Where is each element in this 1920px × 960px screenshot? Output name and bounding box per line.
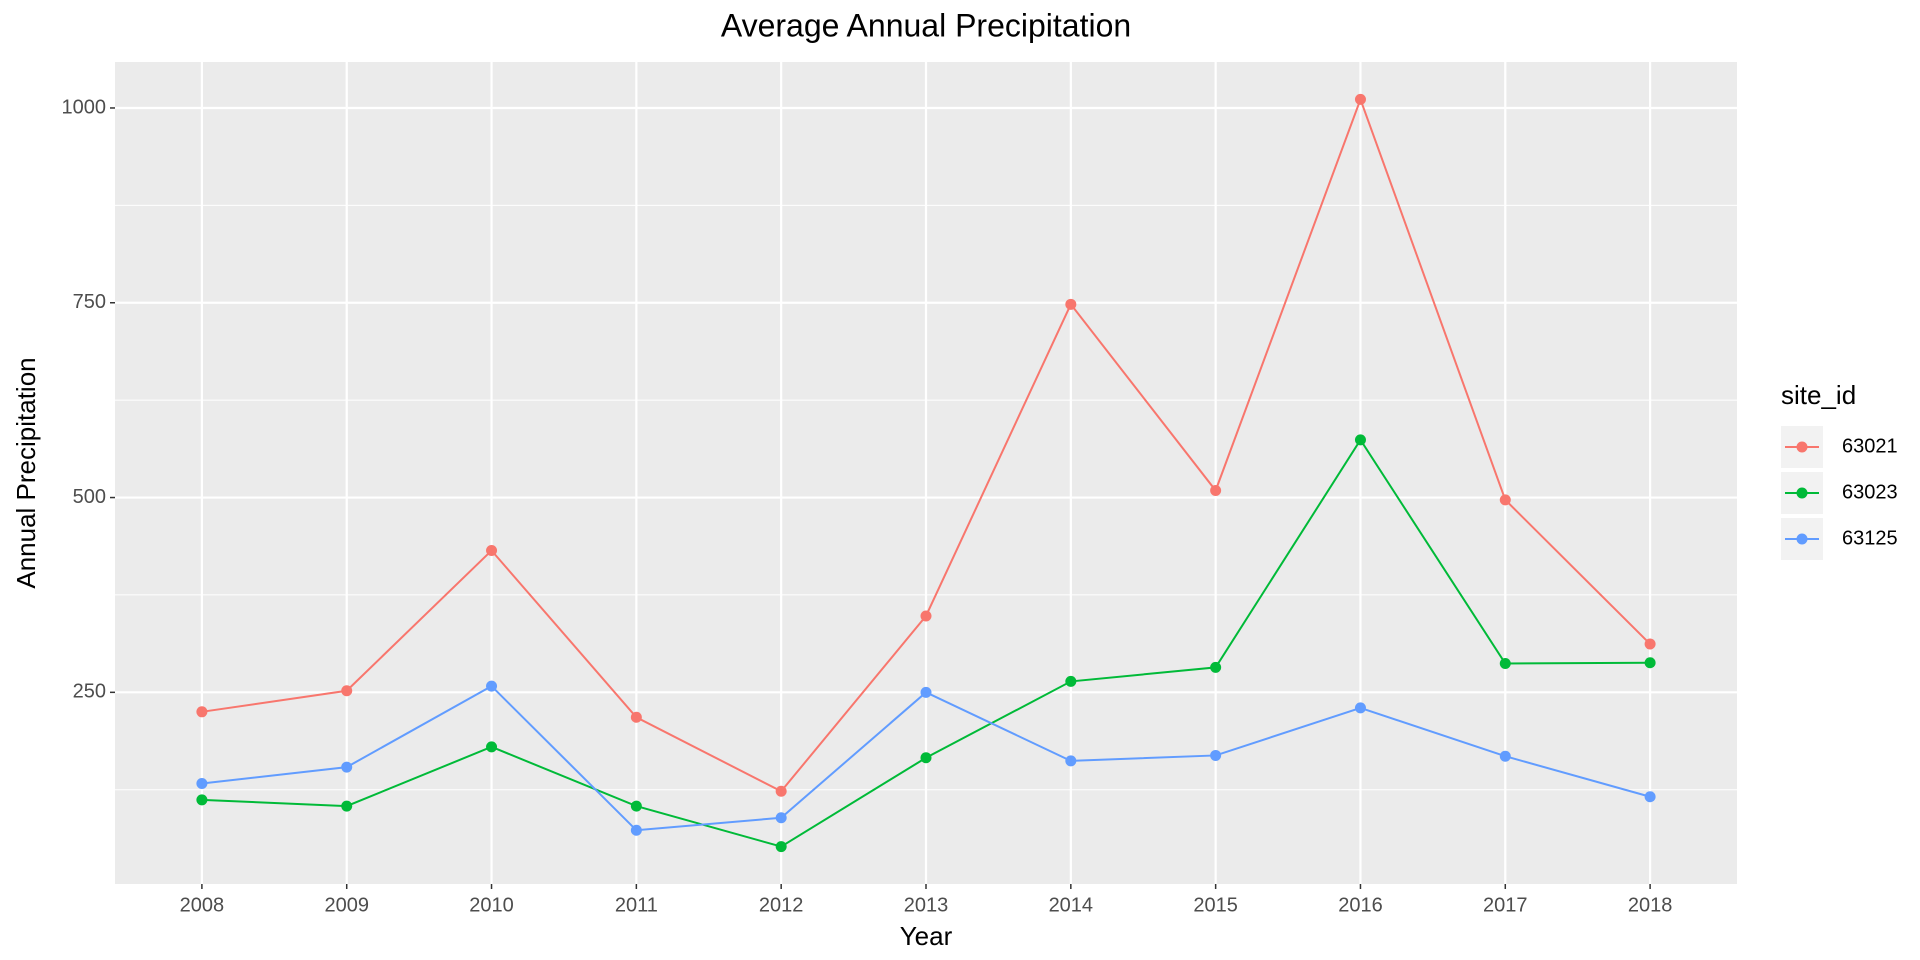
data-point bbox=[1210, 661, 1222, 673]
data-point bbox=[196, 777, 208, 789]
data-point bbox=[196, 794, 208, 806]
data-point bbox=[1354, 434, 1366, 446]
data-point bbox=[1065, 675, 1077, 687]
data-point bbox=[486, 545, 498, 557]
data-point bbox=[630, 711, 642, 723]
data-point bbox=[1065, 755, 1077, 767]
x-tick-label: 2018 bbox=[1628, 894, 1673, 916]
data-point bbox=[630, 824, 642, 836]
data-point bbox=[1499, 494, 1511, 506]
y-tick-label: 250 bbox=[73, 681, 106, 703]
legend-title: site_id bbox=[1781, 380, 1856, 410]
data-point bbox=[1499, 658, 1511, 670]
data-point bbox=[341, 761, 353, 773]
x-tick-label: 2016 bbox=[1338, 894, 1383, 916]
legend: 63021 63023 63125 bbox=[1781, 426, 1898, 560]
legend-label: 63023 bbox=[1842, 481, 1898, 503]
data-point bbox=[775, 812, 787, 824]
legend-label: 63125 bbox=[1842, 527, 1898, 549]
x-tick-label: 2009 bbox=[324, 894, 369, 916]
data-point bbox=[775, 785, 787, 797]
x-tick-label: 2014 bbox=[1049, 894, 1094, 916]
data-point bbox=[196, 706, 208, 718]
legend-dot bbox=[1796, 533, 1808, 545]
x-tick-label: 2010 bbox=[469, 894, 514, 916]
chart-title: Average Annual Precipitation bbox=[721, 7, 1131, 43]
data-point bbox=[775, 841, 787, 853]
y-tick-label: 500 bbox=[73, 486, 106, 508]
x-tick-label: 2012 bbox=[759, 894, 804, 916]
legend-label: 63021 bbox=[1842, 435, 1898, 457]
data-point bbox=[1354, 93, 1366, 105]
data-point bbox=[1065, 298, 1077, 310]
data-point bbox=[1354, 702, 1366, 714]
y-tick-label: 1000 bbox=[62, 96, 107, 118]
data-point bbox=[1499, 750, 1511, 762]
x-tick-label: 2013 bbox=[904, 894, 949, 916]
data-point bbox=[1210, 749, 1222, 761]
marks bbox=[196, 93, 1656, 853]
legend-dot bbox=[1796, 441, 1808, 453]
data-point bbox=[920, 752, 932, 764]
x-tick-label: 2008 bbox=[180, 894, 225, 916]
data-point bbox=[1210, 485, 1222, 497]
data-point bbox=[1644, 638, 1656, 650]
data-point bbox=[630, 800, 642, 812]
legend-dot bbox=[1796, 487, 1808, 499]
x-tick-label: 2011 bbox=[615, 894, 658, 916]
x-tick-label: 2017 bbox=[1483, 894, 1528, 916]
y-tick-label: 750 bbox=[73, 291, 106, 313]
data-point bbox=[920, 610, 932, 622]
data-point bbox=[920, 686, 932, 698]
data-point bbox=[341, 800, 353, 812]
data-point bbox=[486, 680, 498, 692]
data-point bbox=[341, 685, 353, 697]
y-axis-label: Annual Precipitation bbox=[11, 357, 41, 588]
data-point bbox=[486, 741, 498, 753]
x-tick-label: 2015 bbox=[1193, 894, 1238, 916]
data-point bbox=[1644, 791, 1656, 803]
data-point bbox=[1644, 657, 1656, 669]
x-axis-label: Year bbox=[900, 921, 953, 951]
